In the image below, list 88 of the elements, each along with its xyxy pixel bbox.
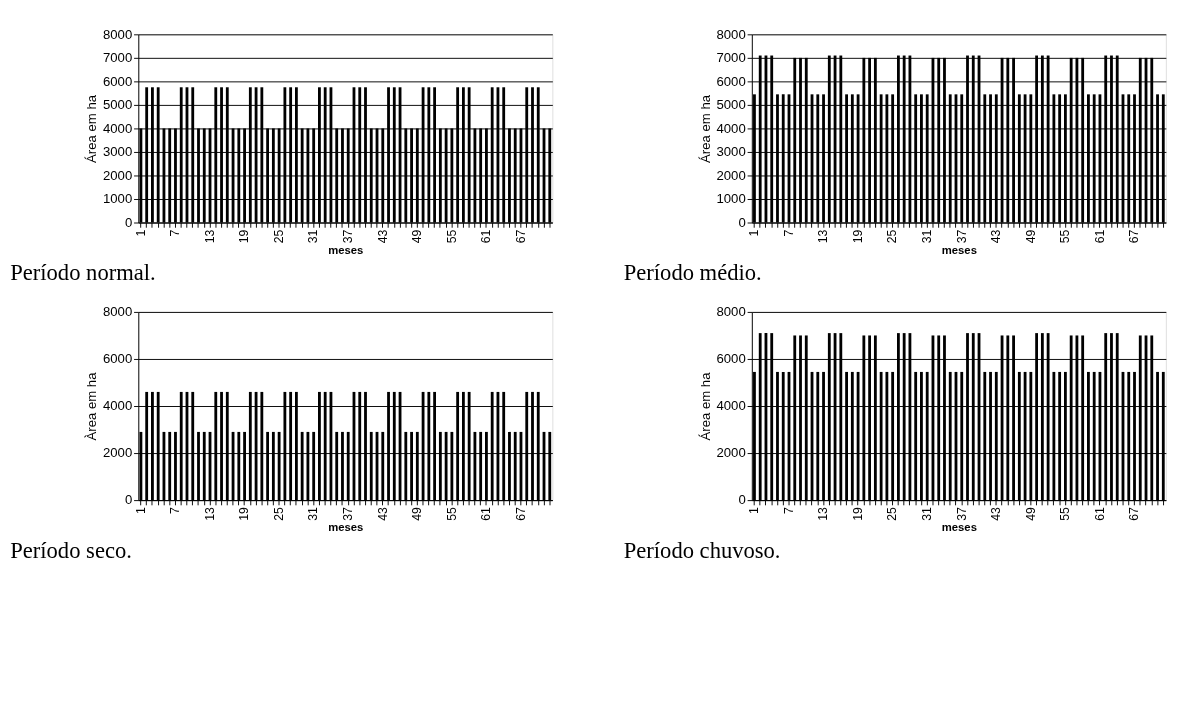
y-tick-label: 6000 — [716, 73, 746, 89]
x-axis-title: meses — [328, 243, 364, 256]
text: Período médio. — [623, 260, 762, 286]
y-tick-label: 4000 — [102, 120, 133, 136]
x-axis-title: meses — [328, 521, 364, 534]
y-tick-label: 7000 — [102, 50, 133, 66]
x-tick-label: 37 — [954, 229, 969, 244]
x-tick-label: 1 — [133, 229, 148, 237]
x-tick-label: 13 — [202, 229, 217, 244]
x-tick-label: 13 — [202, 506, 217, 521]
x-tick-label: 49 — [1023, 506, 1038, 521]
y-tick-label: 4000 — [102, 398, 133, 414]
y-tick-label: 6000 — [102, 73, 133, 89]
x-tick-label: 31 — [919, 229, 934, 244]
x-axis-title: meses — [941, 243, 977, 256]
x-tick-label: 25 — [885, 506, 900, 521]
x-tick-label: 1 — [747, 506, 762, 514]
x-tick-label: 31 — [919, 506, 934, 521]
x-tick-label: 25 — [271, 229, 286, 244]
y-tick-label: 5000 — [102, 97, 133, 113]
x-tick-label: 61 — [479, 506, 494, 521]
x-tick-label: 67 — [513, 229, 528, 244]
x-tick-label: 19 — [850, 506, 865, 521]
y-tick-label: 4000 — [716, 120, 746, 136]
y-tick-label: 1000 — [716, 191, 746, 207]
x-tick-label: 49 — [1023, 229, 1038, 244]
y-tick-label: 0 — [738, 492, 746, 508]
x-tick-label: 55 — [1058, 229, 1073, 244]
x-tick-label: 13 — [816, 506, 831, 521]
x-tick-label: 67 — [1127, 506, 1142, 521]
y-tick-label: 5000 — [716, 97, 746, 113]
y-tick-label: 7000 — [716, 50, 746, 66]
x-tick-label: 43 — [989, 229, 1004, 244]
x-tick-label: 61 — [1092, 506, 1107, 521]
y-tick-label: 3000 — [102, 144, 133, 160]
x-tick-label: 19 — [237, 506, 252, 521]
x-tick-label: 67 — [513, 506, 528, 521]
x-tick-label: 7 — [781, 229, 796, 237]
y-axis-title: Área em ha — [697, 94, 713, 163]
x-tick-label: 67 — [1127, 229, 1142, 244]
text: Período normal. — [10, 260, 156, 286]
text: Período seco. — [10, 537, 132, 563]
x-tick-label: 13 — [816, 229, 831, 244]
x-tick-label: 43 — [989, 506, 1004, 521]
y-tick-label: 3000 — [716, 144, 746, 160]
x-tick-label: 37 — [340, 506, 355, 521]
x-tick-label: 7 — [168, 229, 183, 237]
x-tick-label: 31 — [306, 229, 321, 244]
y-tick-label: 0 — [124, 492, 133, 508]
x-tick-label: 25 — [885, 229, 900, 244]
x-axis-title: meses — [941, 521, 977, 534]
x-tick-label: 49 — [410, 506, 425, 521]
x-tick-label: 19 — [237, 229, 252, 244]
y-tick-label: 2000 — [716, 167, 746, 183]
x-tick-label: 7 — [781, 506, 796, 514]
x-tick-label: 7 — [168, 506, 183, 514]
y-tick-label: 4000 — [716, 398, 746, 414]
x-tick-label: 1 — [133, 506, 148, 514]
y-tick-label: 2000 — [102, 445, 133, 461]
y-tick-label: 6000 — [716, 351, 746, 367]
x-tick-label: 19 — [850, 229, 865, 244]
x-tick-label: 61 — [1092, 229, 1107, 244]
x-tick-label: 49 — [410, 229, 425, 244]
y-axis-title: Área em ha — [84, 94, 100, 163]
y-tick-label: 6000 — [102, 351, 133, 367]
y-tick-label: 8000 — [716, 304, 746, 320]
text: Período chuvoso. — [623, 537, 781, 563]
x-tick-label: 37 — [340, 229, 355, 244]
y-axis-title: Área em ha — [697, 371, 713, 441]
x-tick-label: 55 — [1058, 506, 1073, 521]
x-tick-label: 55 — [444, 229, 459, 244]
x-tick-label: 1 — [747, 229, 762, 237]
x-tick-label: 55 — [444, 506, 459, 521]
y-tick-label: 0 — [738, 214, 746, 230]
x-tick-label: 25 — [271, 506, 286, 521]
x-tick-label: 43 — [375, 229, 390, 244]
y-axis-title: Àrea em ha — [84, 371, 100, 441]
x-tick-label: 61 — [479, 229, 494, 244]
x-tick-label: 37 — [954, 506, 969, 521]
y-tick-label: 2000 — [716, 445, 746, 461]
x-tick-label: 43 — [375, 506, 390, 521]
y-tick-label: 8000 — [102, 26, 133, 42]
x-tick-label: 31 — [306, 506, 321, 521]
y-tick-label: 0 — [124, 214, 133, 230]
y-tick-label: 1000 — [102, 191, 133, 207]
y-tick-label: 8000 — [716, 26, 746, 42]
y-tick-label: 2000 — [102, 167, 133, 183]
y-tick-label: 8000 — [102, 304, 133, 320]
